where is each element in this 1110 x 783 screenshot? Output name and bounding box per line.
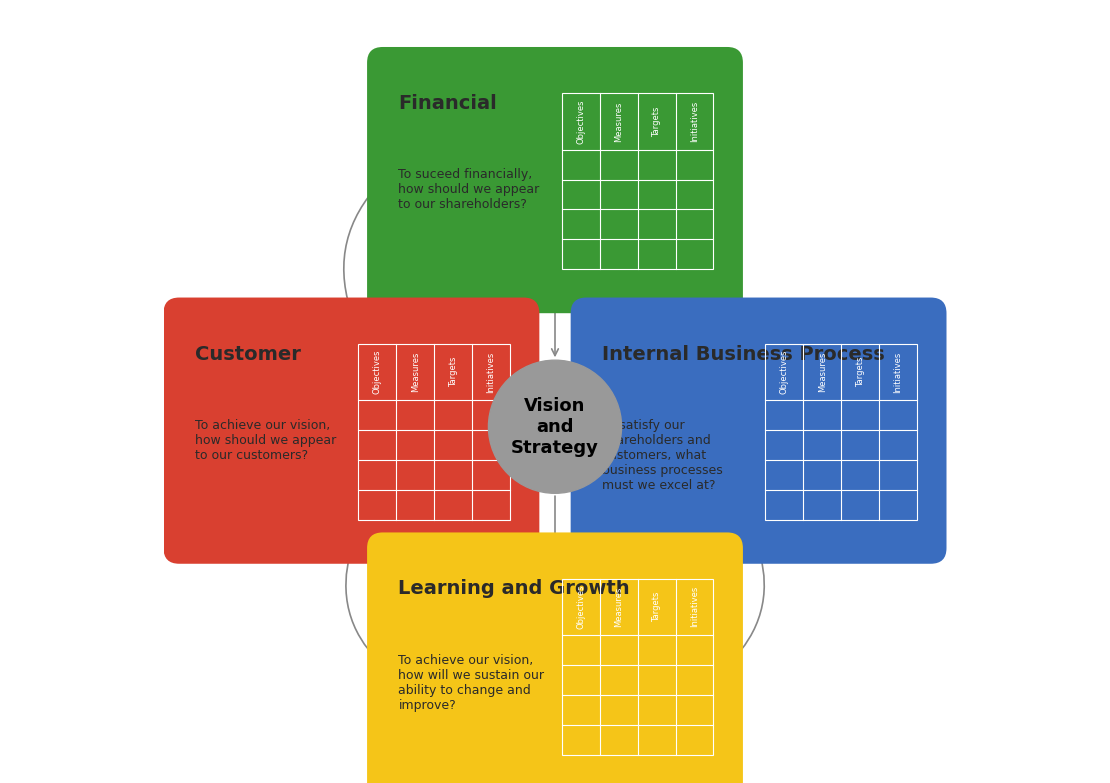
- FancyBboxPatch shape: [367, 532, 743, 783]
- Text: Objectives: Objectives: [576, 585, 585, 629]
- Text: Targets: Targets: [653, 106, 662, 136]
- Text: To achieve our vision,
how will we sustain our
ability to change and
improve?: To achieve our vision, how will we susta…: [398, 654, 544, 712]
- FancyBboxPatch shape: [571, 298, 947, 564]
- Text: Objectives: Objectives: [780, 350, 789, 394]
- Circle shape: [488, 360, 622, 493]
- Text: Financial: Financial: [398, 94, 497, 113]
- Bar: [562, 93, 714, 269]
- Bar: [766, 344, 917, 520]
- Text: To satisfy our
shareholders and
customers, what
business processes
must we excel: To satisfy our shareholders and customer…: [602, 419, 723, 492]
- Bar: [359, 344, 509, 520]
- Bar: [562, 579, 714, 755]
- FancyBboxPatch shape: [163, 298, 539, 564]
- Text: Measures: Measures: [818, 352, 827, 392]
- Text: Vision
and
Strategy: Vision and Strategy: [511, 397, 599, 456]
- Text: Objectives: Objectives: [576, 99, 585, 143]
- Text: Measures: Measures: [614, 101, 623, 142]
- Text: Measures: Measures: [411, 352, 420, 392]
- Text: Targets: Targets: [653, 592, 662, 622]
- Text: Targets: Targets: [448, 357, 457, 387]
- Text: To achieve our vision,
how should we appear
to our customers?: To achieve our vision, how should we app…: [195, 419, 336, 462]
- Text: Initiatives: Initiatives: [690, 101, 699, 142]
- Text: Initiatives: Initiatives: [894, 352, 902, 392]
- Text: Objectives: Objectives: [373, 350, 382, 394]
- Text: Initiatives: Initiatives: [486, 352, 495, 392]
- Text: Learning and Growth: Learning and Growth: [398, 579, 630, 598]
- Text: Internal Business Process: Internal Business Process: [602, 345, 885, 363]
- Text: To suceed financially,
how should we appear
to our shareholders?: To suceed financially, how should we app…: [398, 168, 539, 211]
- Text: Customer: Customer: [195, 345, 301, 363]
- Text: Initiatives: Initiatives: [690, 586, 699, 627]
- FancyBboxPatch shape: [367, 47, 743, 313]
- Text: Targets: Targets: [856, 357, 865, 387]
- Text: Measures: Measures: [614, 586, 623, 627]
